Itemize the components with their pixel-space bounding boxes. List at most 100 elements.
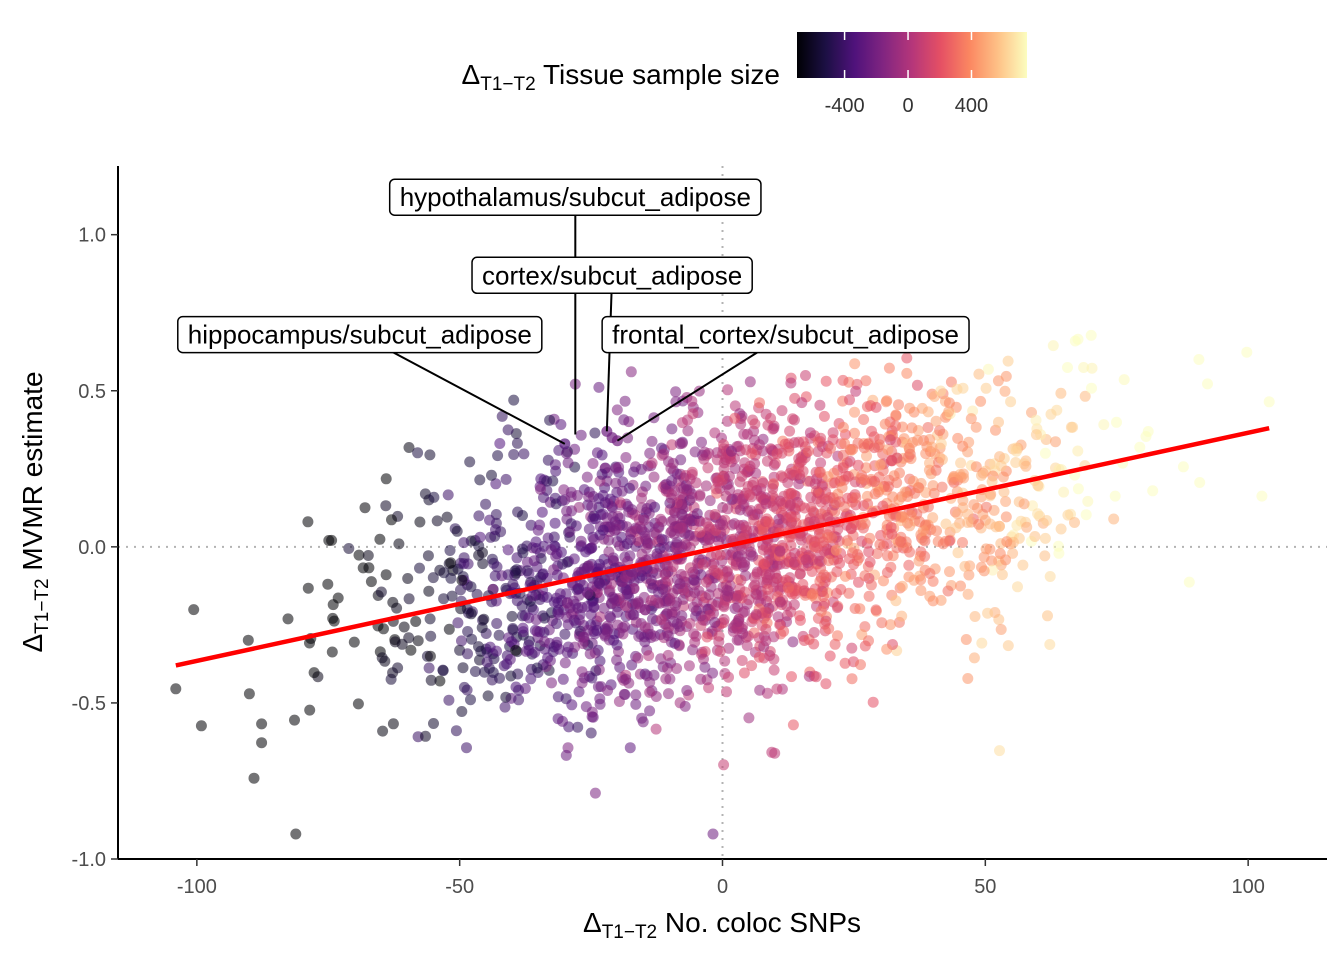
data-point [582,624,594,636]
data-point [712,476,724,488]
data-point [936,454,948,465]
data-point [1118,374,1130,386]
data-point [587,513,599,525]
data-point [984,518,996,530]
data-point [486,469,497,481]
data-point [398,621,410,633]
data-point [663,688,674,700]
data-point [402,573,414,584]
data-point [722,503,734,515]
data-point [538,636,550,648]
data-point [1005,396,1017,408]
data-point [985,488,997,500]
data-point [914,516,925,528]
data-point [915,585,927,596]
data-point [778,625,790,637]
data-point [710,600,722,612]
y-tick-label: -1.0 [72,849,106,871]
data-point [927,512,939,524]
data-point [895,511,907,523]
data-point [561,597,573,608]
data-point [882,481,894,493]
data-point [816,441,828,453]
data-point [785,377,797,389]
data-point [1072,445,1084,457]
data-point [427,572,439,584]
data-point [794,614,806,626]
data-point [491,645,502,657]
data-point [844,553,855,565]
data-point [1072,333,1084,345]
data-point [842,470,854,482]
data-point [506,636,518,648]
data-point [700,480,712,492]
data-point [796,397,808,409]
data-point [555,419,567,430]
data-point [880,396,892,408]
data-point [675,454,687,466]
data-point [1058,486,1070,498]
data-point [256,737,268,749]
data-point [950,522,962,534]
data-point [414,562,425,574]
data-point [684,513,696,525]
data-point [665,492,677,504]
data-point [975,395,987,407]
annotation-box [601,315,970,354]
data-point [1000,511,1012,523]
data-point [695,673,707,685]
data-point [438,593,450,605]
data-point [471,588,483,600]
data-point [815,457,827,469]
data-point [624,550,636,562]
data-point [810,671,822,683]
data-point [690,477,702,489]
data-point [871,548,883,560]
data-point [505,670,517,682]
data-point [765,412,777,424]
data-point [670,386,682,398]
data-point [739,605,751,617]
data-point [1027,500,1038,512]
data-point [815,605,827,617]
data-point [655,614,667,625]
data-point [590,665,602,677]
data-point [744,489,755,501]
data-point [534,626,546,638]
data-point [863,546,875,558]
data-point [788,414,800,426]
data-point [760,635,772,647]
annotation-text: frontal_cortex/subcut_adipose [612,320,959,350]
data-point [619,621,631,632]
data-point [839,570,851,582]
data-point [738,428,750,440]
data-point [771,448,783,460]
data-point [500,691,512,703]
data-point [462,648,473,660]
data-point [940,518,952,530]
data-point [1000,370,1012,382]
y-axis-title: ΔT1−T2 MVMR estimate [17,371,53,652]
data-point [676,610,688,622]
data-point [518,448,530,460]
data-point [786,671,797,683]
data-point [1086,362,1098,374]
data-point [620,673,632,685]
data-point [517,626,529,638]
data-point [557,558,568,570]
data-point [490,509,502,520]
data-point [594,558,605,570]
legend-tick-label: 400 [955,95,988,117]
data-point [970,421,982,433]
y-axis-title-text: MVMR estimate [17,371,48,578]
data-point [805,491,817,503]
data-point [750,609,762,620]
data-point [930,415,942,427]
data-point [375,586,387,598]
data-point [611,404,623,416]
data-point [608,634,620,646]
data-point [422,550,434,562]
data-point [719,655,731,667]
data-point [852,459,864,471]
data-point [664,673,676,685]
